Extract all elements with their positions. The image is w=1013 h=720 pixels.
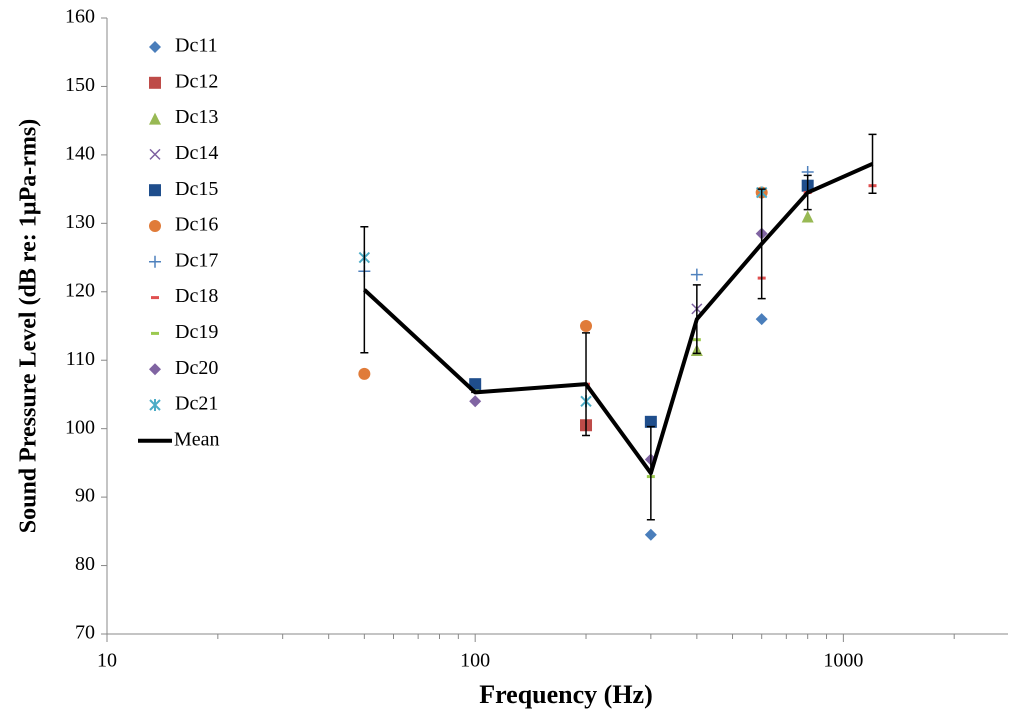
marker <box>469 395 482 408</box>
legend-label: Dc14 <box>175 142 218 164</box>
x-tick-label: 100 <box>460 650 490 672</box>
marker <box>149 41 161 53</box>
legend-label: Dc13 <box>175 106 218 128</box>
marker <box>149 399 161 411</box>
mean-line <box>362 161 874 476</box>
y-tick-label: 130 <box>65 211 95 233</box>
y-tick-label: 70 <box>75 622 95 644</box>
x-tick-label: 1000 <box>823 650 863 672</box>
marker <box>580 320 593 332</box>
legend-label: Dc18 <box>175 285 218 307</box>
marker <box>149 363 161 376</box>
legend-label: Dc17 <box>175 249 218 271</box>
marker <box>149 255 161 268</box>
y-tick-label: 140 <box>65 142 95 164</box>
legend-label: Dc21 <box>175 393 218 415</box>
legend-label: Dc11 <box>175 35 218 57</box>
error-bar <box>582 332 591 437</box>
marker <box>358 367 371 380</box>
error-bar <box>803 174 812 211</box>
y-axis-label: Sound Pressure Level (dB re: 1µPa-rms) <box>16 119 42 533</box>
y-tick-label: 110 <box>66 348 95 370</box>
marker <box>149 148 161 160</box>
error-bar <box>646 425 655 521</box>
marker <box>755 313 768 326</box>
y-tick-label: 120 <box>65 279 95 301</box>
y-tick-label: 150 <box>65 74 95 96</box>
marker <box>149 184 161 197</box>
marker <box>149 112 161 125</box>
error-bar <box>757 188 766 300</box>
marker <box>644 415 657 428</box>
legend-label: Dc16 <box>175 214 218 236</box>
marker <box>149 220 161 232</box>
marker <box>644 528 657 541</box>
legend-label: Mean <box>174 428 220 450</box>
error-bar <box>360 226 369 354</box>
error-bar <box>692 284 701 355</box>
legend-label: Dc12 <box>175 70 218 92</box>
y-tick-label: 160 <box>65 6 95 28</box>
x-axis-label: Frequency (Hz) <box>479 680 653 709</box>
legend-label: Dc15 <box>175 178 218 200</box>
y-tick-label: 90 <box>75 485 95 507</box>
marker <box>149 76 161 89</box>
y-tick-label: 80 <box>75 553 95 575</box>
x-tick-label: 10 <box>97 650 117 672</box>
legend-label: Dc20 <box>175 357 218 379</box>
legend-label: Dc19 <box>175 321 218 343</box>
marker <box>801 210 814 223</box>
y-tick-label: 100 <box>65 416 95 438</box>
error-bar <box>868 133 877 194</box>
marker <box>690 268 703 281</box>
